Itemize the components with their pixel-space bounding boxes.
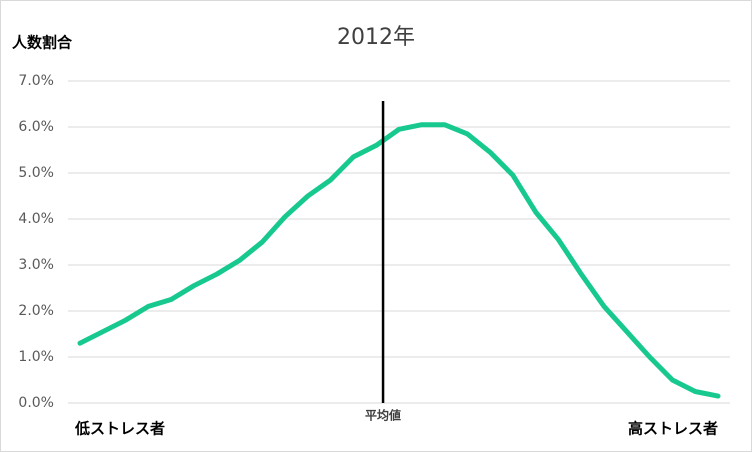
y-tick-label: 1.0%	[18, 349, 54, 365]
y-tick-label: 2.0%	[18, 303, 54, 319]
y-tick-label: 4.0%	[18, 211, 54, 227]
chart-title: 2012年	[337, 25, 415, 50]
right-end-label: 高ストレス者	[628, 420, 718, 438]
data-line	[77, 122, 721, 399]
y-tick-label: 3.0%	[18, 257, 54, 273]
left-end-label: 低ストレス者	[74, 420, 165, 438]
y-tick-label: 7.0%	[18, 73, 54, 89]
y-tick-label: 5.0%	[18, 165, 54, 181]
y-tick-label: 6.0%	[18, 119, 54, 135]
y-axis-label: 人数割合	[12, 34, 73, 52]
mean-label: 平均値	[365, 408, 401, 423]
y-tick-label: 0.0%	[18, 395, 54, 411]
